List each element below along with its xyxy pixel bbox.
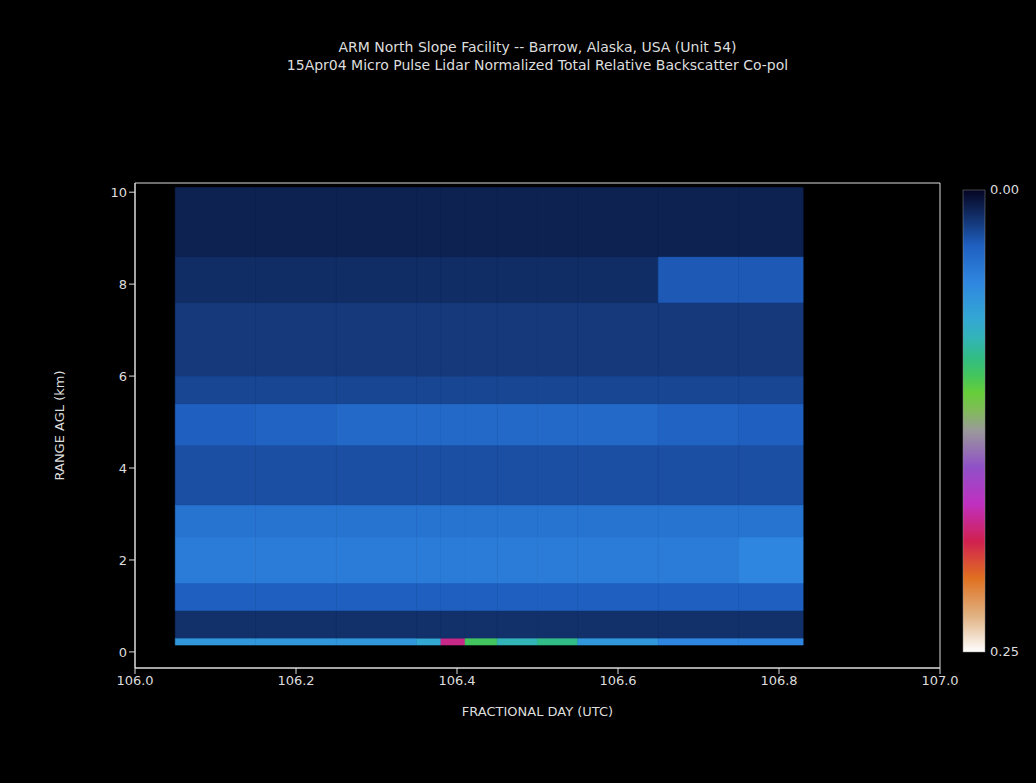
svg-text:107.0: 107.0 [921,673,958,688]
html-text:ARM North Slope Facility -- Ba: ARM North Slope Facility -- Barrow, Alas… [338,39,737,55]
svg-text:0.00: 0.00 [990,182,1019,197]
svg-text:FRACTIONAL DAY (UTC): FRACTIONAL DAY (UTC) [462,704,613,719]
svg-text:106.0: 106.0 [116,673,153,688]
svg-text:106.8: 106.8 [760,673,797,688]
svg-text:106.6: 106.6 [599,673,636,688]
html-text:15Apr04 Micro Pulse Lidar Norm: 15Apr04 Micro Pulse Lidar Normalized Tot… [286,57,789,73]
svg-text:6: 6 [119,369,127,384]
svg-text:8: 8 [119,277,127,292]
svg-text:0.25: 0.25 [990,644,1019,659]
svg-text:2: 2 [119,553,127,568]
svg-text:0: 0 [119,645,127,660]
svg-text:106.4: 106.4 [438,673,475,688]
svg-text:106.2: 106.2 [277,673,314,688]
svg-text:4: 4 [119,461,127,476]
svg-text:RANGE AGL (km): RANGE AGL (km) [52,371,67,481]
svg-text:10: 10 [110,185,127,200]
